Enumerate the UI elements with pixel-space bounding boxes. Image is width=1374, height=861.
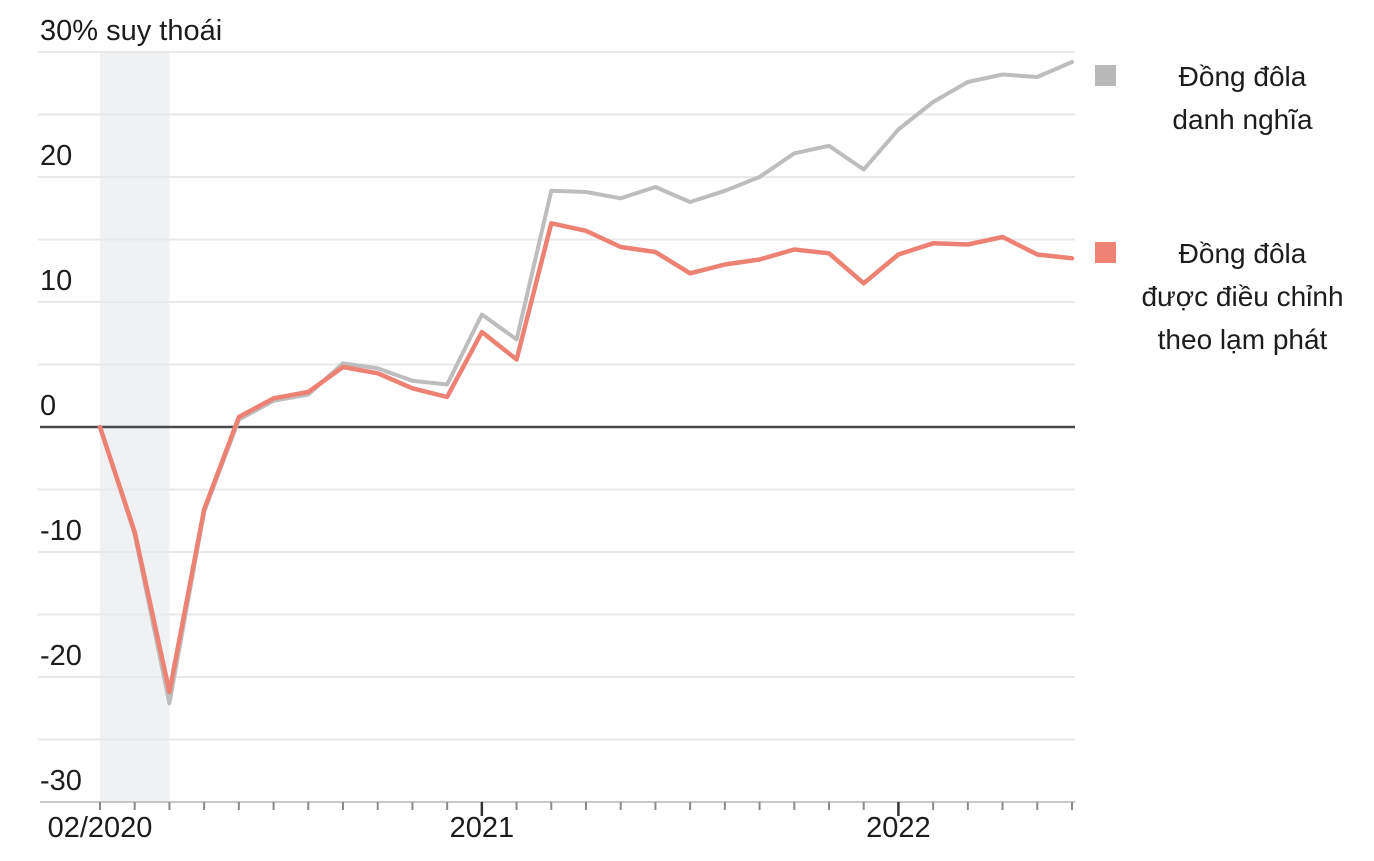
series-line-real (97, 221, 1075, 695)
y-axis-label: -10 (40, 515, 82, 547)
legend-label-line: theo lạm phát (1157, 324, 1328, 355)
legend-swatch-icon (1095, 65, 1116, 86)
y-axis-label: 20 (40, 140, 73, 172)
legend-label-line: Đồng đôla (1178, 61, 1307, 92)
y-axis-label: 30% suy thoái (40, 15, 223, 47)
x-axis-label: 2021 (449, 812, 515, 844)
legend-swatch-icon (1095, 242, 1116, 263)
legend-label-line: được điều chỉnh (1141, 281, 1344, 312)
series-line-nominal (98, 60, 1074, 706)
y-axis-label: 10 (40, 265, 73, 297)
legend-item-real: Đồng đôla được điều chỉnh theo lạm phát (1095, 232, 1369, 361)
legend-label-line: Đồng đôla (1178, 238, 1307, 269)
x-axis-label: 02/2020 (47, 812, 153, 844)
y-axis-label: -20 (40, 640, 82, 672)
legend-label-line: danh nghĩa (1172, 104, 1313, 135)
legend-item-nominal: Đồng đôla danh nghĩa (1095, 55, 1369, 141)
x-axis-label: 2022 (866, 812, 931, 844)
y-axis-label: 0 (40, 390, 57, 422)
legend-label: Đồng đôla danh nghĩa (1116, 55, 1369, 141)
legend-label: Đồng đôla được điều chỉnh theo lạm phát (1116, 232, 1369, 361)
y-axis-label: -30 (40, 765, 82, 797)
